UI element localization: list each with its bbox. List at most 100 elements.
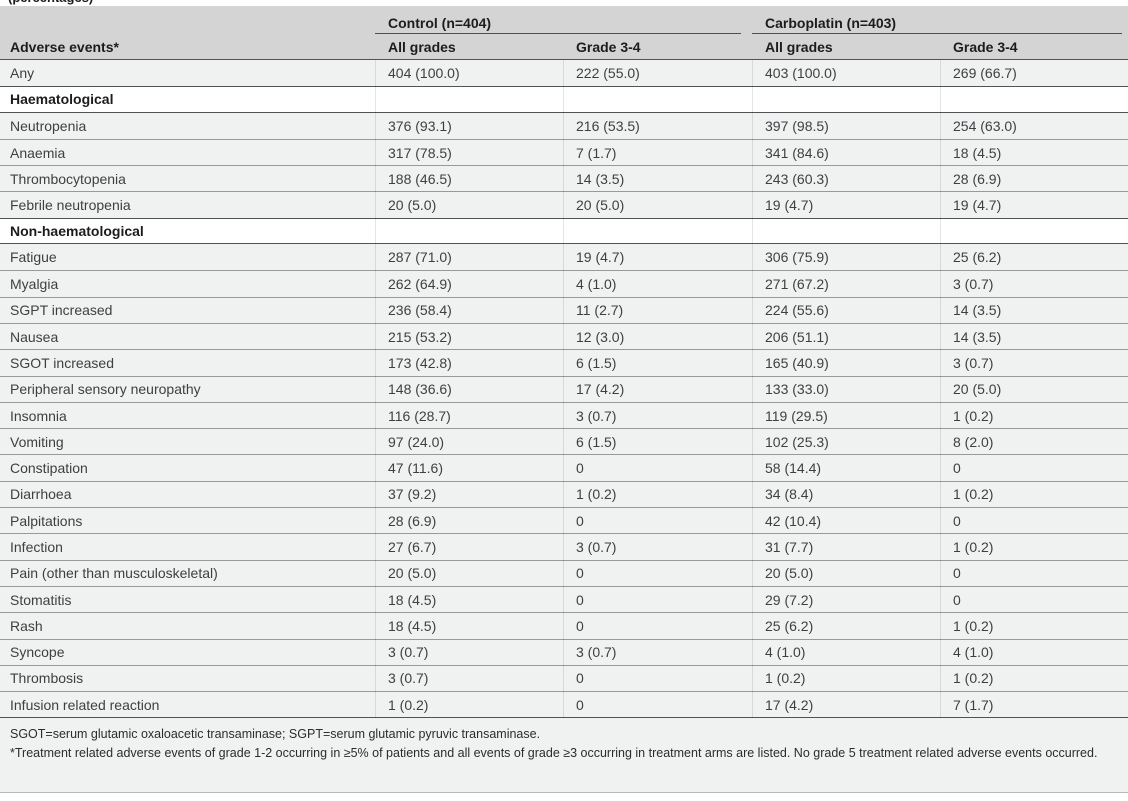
cell-value: 4 (1.0) [765,644,806,661]
cell-value: 28 (6.9) [953,170,1002,187]
table-row: Insomnia 116 (28.7) 3 (0.7) 119 (29.5) 1 (0.… [0,401,1128,429]
cell-value: 3 (0.7) [388,670,429,687]
row-label: Infusion related reaction [10,696,160,713]
row-label: Febrile neutropenia [10,197,131,214]
cell-value: 18 (4.5) [953,144,1002,161]
row-label: Thrombocytopenia [10,170,126,187]
table-row: SGOT increased 173 (42.8) 6 (1.5) 165 (40.9… [0,349,1128,376]
cell-value: 222 (55.0) [576,65,640,82]
cell-value: 34 (8.4) [765,486,814,503]
row-label: Stomatitis [10,591,72,608]
table-row: Neutropenia 376 (93.1) 216 (53.5) 397 (98.5… [0,112,1128,139]
cell-value: 20 (5.0) [388,565,437,582]
cell-value: 47 (11.6) [388,460,443,477]
cell-value: 17 (4.2) [576,381,625,398]
cell-value: 1 (0.2) [953,486,994,503]
table-row: Stomatitis 18 (4.5) 0 29 (7.2) 0 [0,585,1128,613]
cell-value: 37 (9.2) [388,486,437,503]
cell-value: 0 [576,617,584,634]
footnote-abbreviations: SGOT=serum glutamic oxaloacetic transami… [10,727,541,742]
row-label: Palpitations [10,512,83,529]
cell-value: 7 (1.7) [953,696,994,713]
cropped-caption-fragment: (percentages) [0,0,1128,6]
adverse-events-table: Adverse events* Control (n=404) Carbopla… [0,6,1128,794]
row-label: Neutropenia [10,117,87,134]
table-row: Fatigue 287 (71.0) 19 (4.7) 306 (75.9) 25 (6… [0,244,1128,271]
cell-value: 4 (1.0) [576,276,617,293]
cell-value: 18 (4.5) [388,591,437,608]
cell-value: 28 (6.9) [388,512,437,529]
cell-value: 397 (98.5) [765,117,829,134]
cell-value: 14 (3.5) [576,170,625,187]
section-row: Haematological [0,86,1128,113]
cell-value: 3 (0.7) [388,644,429,661]
table-body: Any 404 (100.0) 222 (55.0) 403 (100.0) 269 (… [0,60,1128,719]
row-label: Thrombosis [10,670,84,687]
table-row: Thrombocytopenia 188 (46.5) 14 (3.5) 243 (6… [0,165,1128,192]
cell-value: 1 (0.2) [388,696,429,713]
cell-value: 188 (46.5) [388,170,452,187]
table-row: Rash 18 (4.5) 0 25 (6.2) 1 (0.2) [0,612,1128,639]
cell-value: 287 (71.0) [388,249,452,266]
cell-value: 1 (0.2) [576,486,617,503]
table-row: Febrile neutropenia 20 (5.0) 20 (5.0) 19 (4… [0,191,1128,218]
cell-value: 20 (5.0) [388,197,437,214]
cell-value: 215 (53.2) [388,328,452,345]
cell-value: 19 (4.7) [953,197,1002,214]
cell-value: 133 (33.0) [765,381,829,398]
table-row: SGPT increased 236 (58.4) 11 (2.7) 224 (55.… [0,296,1128,323]
cell-value: 1 (0.2) [953,538,994,555]
cell-value: 20 (5.0) [953,381,1002,398]
cell-value: 102 (25.3) [765,433,829,450]
cell-value: 25 (6.2) [765,617,814,634]
cell-value: 119 (29.5) [765,407,828,424]
table-row: Myalgia 262 (64.9) 4 (1.0) 271 (67.2) 3 (0.7… [0,270,1128,297]
table-row: Pain (other than musculoskeletal) 20 (5.0… [0,559,1128,586]
cell-value: 25 (6.2) [953,249,1002,266]
cell-value: 206 (51.1) [765,328,829,345]
row-label: Anaemia [10,144,66,161]
footnote-asterisk: *Treatment related adverse events of gra… [10,746,1098,761]
cell-value: 243 (60.3) [765,170,829,187]
row-label: Fatigue [10,249,57,266]
cell-value: 0 [576,565,584,582]
cell-value: 116 (28.7) [388,407,451,424]
column-group-control: Control (n=404) [375,6,741,34]
cell-value: 1 (0.2) [953,617,994,634]
table-row: Diarrhoea 37 (9.2) 1 (0.2) 34 (8.4) 1 (0.2) [0,480,1128,508]
cell-value: 14 (3.5) [953,302,1002,319]
cell-value: 0 [576,591,584,608]
cell-value: 224 (55.6) [765,302,829,319]
column-header-adverse-events: Adverse events* [10,39,119,55]
row-label: Diarrhoea [10,486,72,503]
cell-value: 11 (2.7) [576,302,624,319]
cell-value: 12 (3.0) [576,328,625,345]
cell-value: 20 (5.0) [576,197,625,214]
row-label: Constipation [10,460,88,477]
cell-value: 8 (2.0) [953,433,994,450]
cell-value: 19 (4.7) [576,249,625,266]
cell-value: 0 [576,696,584,713]
cell-value: 58 (14.4) [765,460,822,477]
table-row: Infusion related reaction 1 (0.2) 0 17 (4.2… [0,691,1128,718]
cell-value: 236 (58.4) [388,302,452,319]
cell-value: 216 (53.5) [576,117,640,134]
row-label: Infection [10,538,63,555]
row-label: Non-haematological [10,222,144,239]
cell-value: 3 (0.7) [576,644,617,661]
cell-value: 0 [953,460,961,477]
cell-value: 0 [576,670,584,687]
table-row: Vomiting 97 (24.0) 6 (1.5) 102 (25.3) 8 (2.0… [0,428,1128,455]
section-row: Non-haematological [0,217,1128,245]
cell-value: 19 (4.7) [765,197,814,214]
cell-value: 3 (0.7) [953,354,994,371]
row-label: Vomiting [10,433,64,450]
column-header-carboplatin-all-grades: All grades [765,39,833,55]
cell-value: 17 (4.2) [765,696,814,713]
cell-value: 31 (7.7) [765,538,814,555]
cell-value: 1 (0.2) [765,670,806,687]
column-group-carboplatin: Carboplatin (n=403) [752,6,1122,34]
row-label: Any [10,65,35,82]
cell-value: 7 (1.7) [576,144,617,161]
